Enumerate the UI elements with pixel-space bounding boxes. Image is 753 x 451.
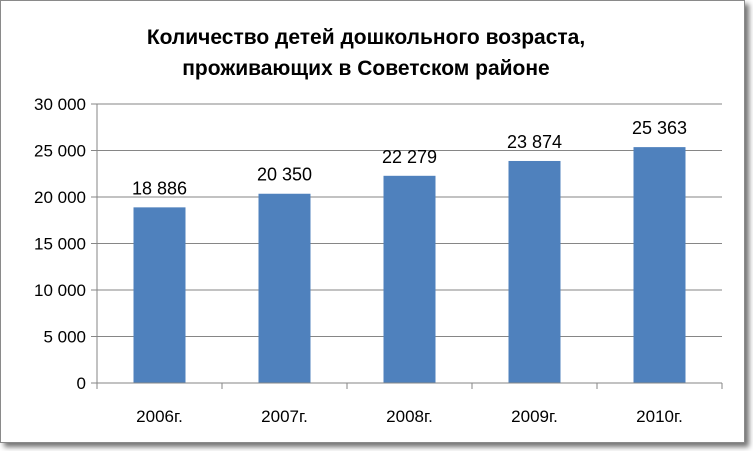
y-tick-label: 25 000 xyxy=(34,142,86,161)
data-label: 22 279 xyxy=(382,147,437,167)
bar xyxy=(383,175,436,383)
data-label: 18 886 xyxy=(132,178,187,198)
y-axis-tick-labels: 0 5 000 10 000 15 000 20 000 25 000 30 000 xyxy=(34,95,86,393)
x-tick-label: 2006г. xyxy=(136,407,183,426)
x-tick-label: 2008г. xyxy=(386,407,433,426)
chart-title-line-1: Количество детей дошкольного возраста, xyxy=(147,26,585,49)
chart-title-line-2: проживающих в Советском районе xyxy=(182,57,549,80)
bar xyxy=(508,160,561,383)
bar xyxy=(133,207,186,383)
x-axis-tick-labels: 2006г. 2007г. 2008г. 2009г. 2010г. xyxy=(136,407,683,426)
y-tick-label: 20 000 xyxy=(34,188,86,207)
chart-frame xyxy=(0,0,745,443)
y-tick-label: 10 000 xyxy=(34,281,86,300)
y-tick-label: 30 000 xyxy=(34,95,86,114)
data-label: 25 363 xyxy=(632,118,687,138)
x-tick-label: 2007г. xyxy=(261,407,308,426)
data-label: 20 350 xyxy=(257,165,312,185)
bar xyxy=(633,147,686,383)
data-label: 23 874 xyxy=(507,132,562,152)
y-tick-label: 5 000 xyxy=(43,328,86,347)
gridlines xyxy=(97,103,722,337)
data-labels: 18 886 20 350 22 279 23 874 25 363 xyxy=(132,118,687,198)
bars xyxy=(133,147,686,383)
y-tick-label: 0 xyxy=(77,374,86,393)
bar xyxy=(258,193,311,383)
x-tick-label: 2009г. xyxy=(511,407,558,426)
x-tick-label: 2010г. xyxy=(636,407,683,426)
y-tick-label: 15 000 xyxy=(34,235,86,254)
axes xyxy=(91,103,723,389)
